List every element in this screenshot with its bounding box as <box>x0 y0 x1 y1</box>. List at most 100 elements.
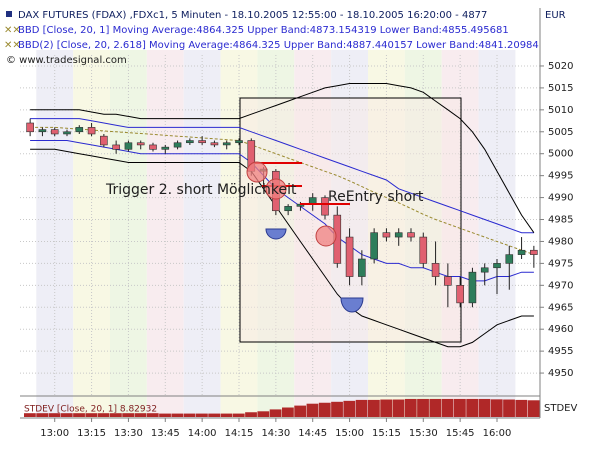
y-tick-label: 5020 <box>548 61 573 72</box>
stripe <box>36 50 74 418</box>
x-tick-label: 16:00 <box>483 428 512 439</box>
candle-body <box>480 267 489 273</box>
stdev-bar <box>24 413 36 417</box>
band-line <box>30 83 535 233</box>
header-line: DAX FUTURES (FDAX) ,FDXc1, 5 Minuten - 1… <box>18 10 487 21</box>
stripe <box>146 50 184 418</box>
candle-body <box>456 285 464 304</box>
stdev-bar <box>60 413 73 417</box>
stripe <box>183 50 221 418</box>
header-line: BBD(2) [Close, 20, 2.618] Moving Average… <box>18 40 539 51</box>
stdev-bar <box>392 399 405 417</box>
stdev-bar <box>159 413 171 417</box>
stdev-bar <box>343 400 356 417</box>
header-icon <box>6 11 12 17</box>
candle-body <box>370 232 378 260</box>
candle-body <box>493 263 501 269</box>
y-tick-label: 4995 <box>548 171 573 182</box>
stripe <box>220 50 258 418</box>
y-tick-label: 4955 <box>548 346 573 357</box>
candle-body <box>161 146 170 150</box>
stdev-bar <box>331 401 343 417</box>
stdev-bar <box>318 402 331 417</box>
stdev-bar <box>355 399 368 417</box>
y-tick-label: 5005 <box>548 127 573 138</box>
candle-body <box>26 122 34 133</box>
legend-icon: ✕✕ <box>4 40 21 51</box>
annotation-half-circle <box>340 297 364 313</box>
stdev-panel: STDEV [Close, 20, 1] 8.82932 STDEV <box>24 398 577 417</box>
stdev-bar <box>282 407 294 417</box>
candle-body <box>358 258 366 277</box>
x-tick-label: 15:45 <box>446 428 475 439</box>
band-line <box>30 118 534 234</box>
candle-body <box>321 197 329 216</box>
annotation-circle <box>246 161 268 183</box>
stdev-bar <box>183 413 196 417</box>
y-tick-label: 4965 <box>548 302 573 313</box>
stdev-bar <box>515 399 528 417</box>
stdev-bar <box>527 400 540 417</box>
stdev-bar <box>404 398 417 417</box>
stdev-bar <box>220 413 233 417</box>
annotation-text: ReEntry short <box>328 189 424 205</box>
stdev-bar <box>257 411 270 417</box>
annotation-circle <box>315 225 337 247</box>
candle-body <box>63 131 71 135</box>
stdev-bar <box>97 413 110 417</box>
candle-body <box>284 206 292 212</box>
stripe <box>73 50 110 418</box>
stdev-bar <box>306 403 319 417</box>
stdev-bar <box>48 413 61 417</box>
x-tick-label: 14:30 <box>261 428 290 439</box>
y-tick-label: 4990 <box>548 193 573 204</box>
candle-body <box>235 140 243 144</box>
candle-body <box>38 129 47 133</box>
y-tick-label: 5000 <box>548 149 573 160</box>
x-tick-label: 13:00 <box>40 428 69 439</box>
stdev-bar <box>466 398 479 417</box>
stdev-bar <box>196 413 208 417</box>
x-tick-label: 15:00 <box>335 428 364 439</box>
stripe <box>441 50 479 418</box>
currency-label: EUR <box>545 10 566 21</box>
stdev-bar <box>441 398 454 417</box>
candle-body <box>100 135 108 146</box>
y-tick-label: 4960 <box>548 324 573 335</box>
stdev-bar <box>208 413 221 417</box>
stdev-bar <box>73 413 85 417</box>
y-tick-label: 4970 <box>548 280 573 291</box>
stripe <box>478 50 516 418</box>
axes: 4950 4955 4960 4965 4970 4975 4980 4985 4990 4995… <box>40 61 573 439</box>
legend-icon: ✕✕ <box>4 25 21 36</box>
stdev-bar <box>122 413 135 417</box>
candle-body <box>517 249 526 255</box>
candle-body <box>505 254 514 264</box>
stdev-bar <box>380 399 393 417</box>
band-line <box>30 148 534 348</box>
candle-body <box>124 142 133 150</box>
candle-body <box>444 276 452 286</box>
stdev-bar <box>503 399 515 417</box>
candle-body <box>186 140 194 144</box>
candle-body <box>75 127 84 133</box>
stdev-bar <box>368 399 380 417</box>
y-tick-label: 5015 <box>548 83 573 94</box>
stdev-label: STDEV <box>544 403 577 414</box>
y-tick-label: 5010 <box>548 105 573 116</box>
stdev-bar <box>294 405 307 417</box>
x-tick-label: 14:15 <box>225 428 254 439</box>
candle-body <box>222 142 231 146</box>
stdev-bar <box>454 398 466 417</box>
stdev-bar <box>417 398 429 417</box>
stdev-bar <box>146 413 159 417</box>
candle-body <box>530 249 538 255</box>
stdev-bar <box>490 399 503 417</box>
y-tick-label: 4980 <box>548 236 573 247</box>
x-tick-label: 13:45 <box>151 428 180 439</box>
stdev-bar <box>232 413 245 417</box>
y-tick-label: 4985 <box>548 215 573 226</box>
y-tick-label: 4950 <box>548 368 573 379</box>
background-stripes <box>36 50 516 418</box>
